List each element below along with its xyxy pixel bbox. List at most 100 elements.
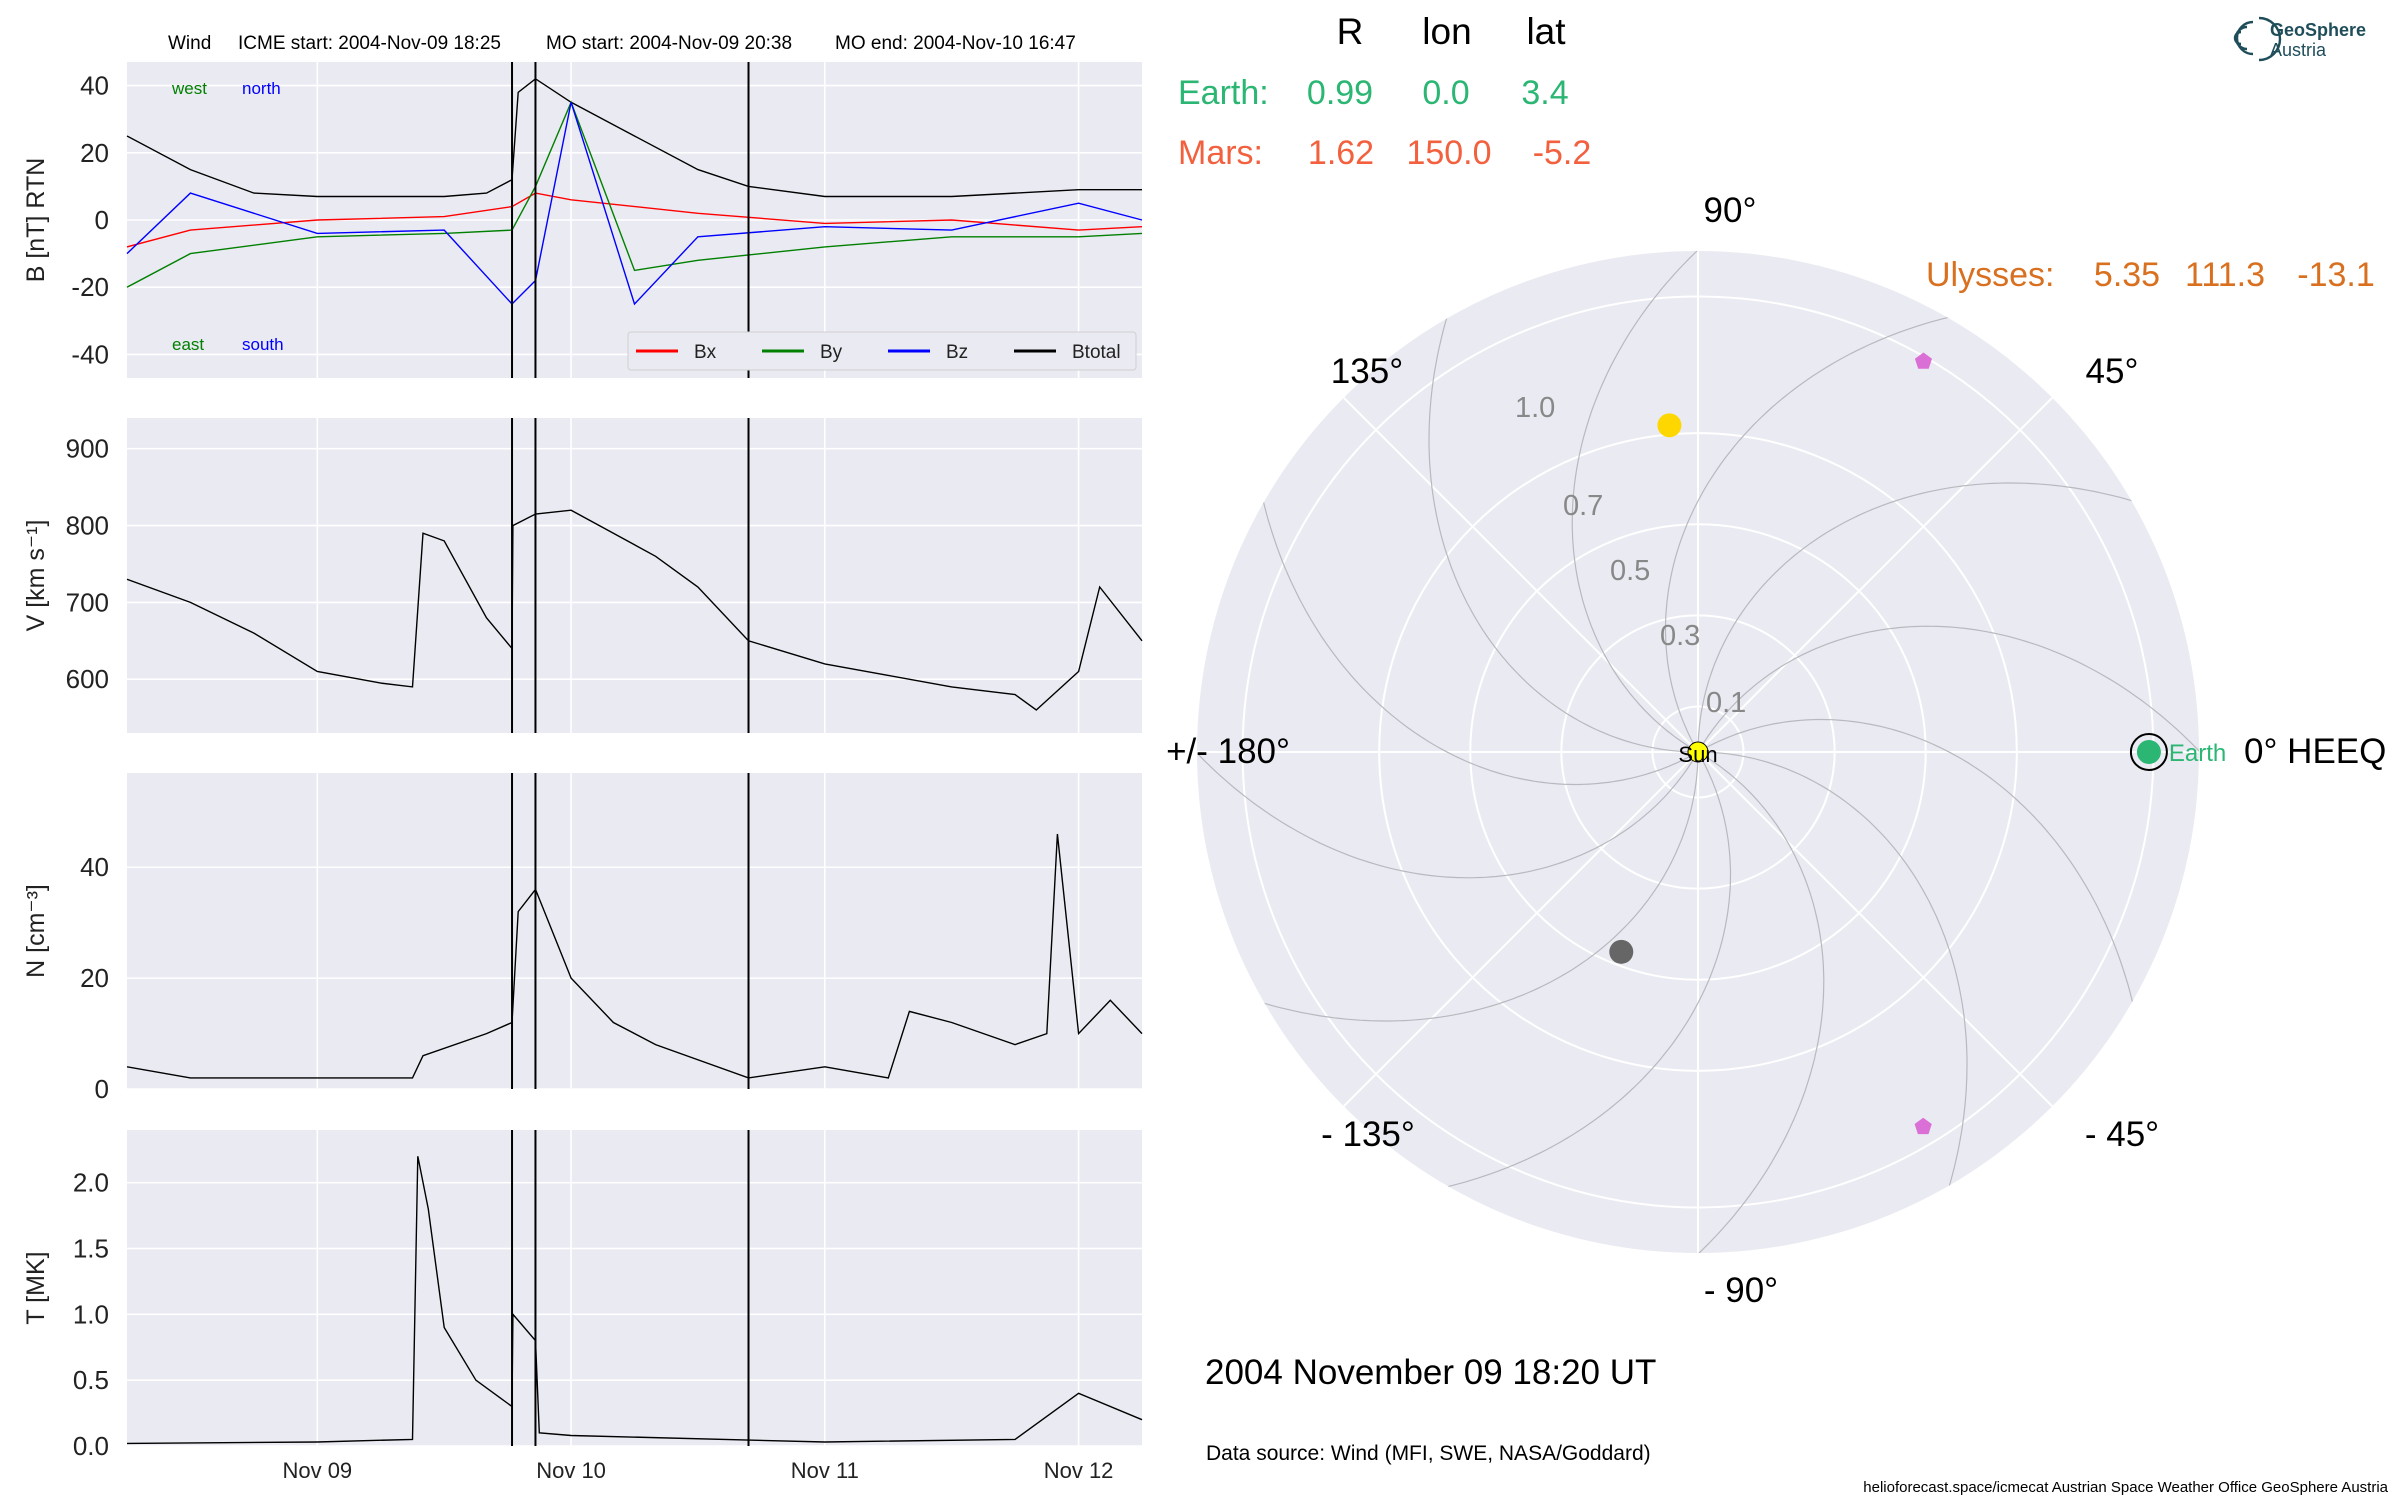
- mars-lat: -5.2: [1533, 134, 1592, 172]
- direction-annotation: west: [171, 79, 207, 98]
- mars-label: Mars:: [1178, 134, 1263, 172]
- probe-marker: [1914, 352, 1932, 369]
- ulysses-lon: 111.3: [2185, 256, 2265, 294]
- y-tick-label: 1.5: [73, 1234, 109, 1264]
- parker-spiral-line: [1347, 751, 1732, 1201]
- angle-label: 45°: [2086, 352, 2139, 391]
- logo-swirl-icon: [2233, 16, 2282, 62]
- header-mo-start: MO start: 2004-Nov-09 20:38: [546, 33, 792, 54]
- mars-r: 1.62: [1308, 134, 1374, 172]
- series-v: [126, 509, 1143, 711]
- planet-marker: [1609, 939, 1634, 964]
- y-tick-label: 2.0: [73, 1168, 109, 1198]
- panel-density: 0 20 40 N [cm⁻³]: [22, 773, 1143, 1104]
- y-tick-label: 1.0: [73, 1299, 109, 1329]
- angle-label: - 135°: [1321, 1115, 1415, 1154]
- sun-label: Sun: [1678, 742, 1717, 767]
- radial-tick-label: 0.5: [1610, 555, 1650, 587]
- parker-spiral-line: [1697, 718, 2147, 1103]
- column-header-r: R: [1337, 11, 1364, 52]
- timestamp: 2004 November 09 18:20 UT: [1205, 1353, 1656, 1392]
- angular-gridline: [1697, 751, 2053, 1107]
- header-icme-start: ICME start: 2004-Nov-09 18:25: [238, 33, 501, 54]
- column-header-lat: lat: [1526, 11, 1566, 52]
- y-tick-label: 20: [80, 963, 109, 993]
- y-axis-label: B [nT] RTN: [22, 158, 50, 283]
- panel-background: [127, 418, 1142, 733]
- radial-tick-label: 0.7: [1563, 490, 1603, 522]
- earth-label: Earth:: [1178, 74, 1269, 112]
- series-n: [126, 833, 1143, 1079]
- y-tick-label: 800: [66, 511, 109, 541]
- radial-tick-label: 0.3: [1660, 620, 1700, 652]
- angle-label: - 90°: [1704, 1271, 1778, 1310]
- y-tick-label: 0: [95, 1074, 109, 1104]
- parker-spiral-line: [1571, 251, 1778, 753]
- angle-label: 0° HEEQ: [2244, 732, 2386, 771]
- angle-label: 90°: [1704, 191, 1757, 230]
- earth-marker: [2136, 740, 2161, 764]
- parker-spiral-line: [1697, 482, 2199, 752]
- angle-label: - 45°: [2085, 1115, 2159, 1154]
- y-axis-label: T [MK]: [22, 1251, 50, 1324]
- sun-marker: [1687, 741, 1709, 763]
- radial-tick-label: 0.1: [1706, 687, 1746, 719]
- earth-r: 0.99: [1307, 74, 1373, 112]
- header-spacecraft: Wind: [168, 33, 211, 54]
- direction-annotation: east: [172, 335, 204, 354]
- parker-spiral-line: [1664, 303, 2049, 753]
- direction-annotation: north: [242, 79, 281, 98]
- y-tick-label: 700: [66, 587, 109, 617]
- series-bx: [126, 192, 1143, 248]
- radial-tick-label: 1.0: [1515, 392, 1555, 424]
- parker-spiral-line: [1698, 751, 1968, 1253]
- y-tick-label: 600: [66, 664, 109, 694]
- data-source: Data source: Wind (MFI, SWE, NASA/Goddar…: [1206, 1442, 1651, 1465]
- logo-line1: GeoSphere: [2270, 20, 2366, 40]
- direction-annotation: south: [242, 335, 284, 354]
- footer-credits: helioforecast.space/icmecat Austrian Spa…: [1863, 1479, 2388, 1496]
- parker-spiral-line: [1197, 752, 1699, 1022]
- angular-gridline: [1343, 397, 1699, 753]
- earth-label: Earth: [2169, 740, 2226, 767]
- planet-marker: [1657, 413, 1682, 438]
- ulysses-r: 5.35: [2094, 256, 2160, 294]
- y-tick-label: 0: [95, 205, 109, 235]
- legend-entry: By: [820, 342, 843, 363]
- panel-speed: 600 700 800 900 V [km s⁻¹]: [22, 418, 1143, 733]
- parker-spiral-line: [1697, 625, 2199, 832]
- legend-entry: Bz: [946, 342, 968, 363]
- y-tick-label: 40: [80, 71, 109, 101]
- ulysses-lat: -13.1: [2297, 256, 2375, 294]
- parker-spirals: [1197, 251, 2199, 1253]
- x-tick-label: Nov 11: [791, 1458, 859, 1483]
- angle-label: 135°: [1331, 352, 1403, 391]
- y-tick-label: 0.0: [73, 1431, 109, 1461]
- parker-spiral-line: [1249, 401, 1699, 786]
- angular-gridline: [1697, 397, 2053, 753]
- y-axis-label: V [km s⁻¹]: [22, 520, 50, 632]
- earth-lon: 0.0: [1422, 74, 1469, 112]
- panel-background: [127, 773, 1142, 1089]
- y-tick-label: 900: [66, 434, 109, 464]
- positions-table: R lon lat Earth: 0.99 0.0 3.4 Mars: 1.62…: [1178, 11, 2375, 294]
- mars-lon: 150.0: [1406, 134, 1491, 172]
- header-mo-end: MO end: 2004-Nov-10 16:47: [835, 33, 1076, 54]
- legend-entry: Btotal: [1072, 342, 1121, 363]
- parker-spiral-line: [1428, 251, 1698, 753]
- angular-gridline: [1343, 751, 1699, 1107]
- x-tick-label: Nov 09: [282, 1458, 352, 1483]
- x-tick-label: Nov 10: [536, 1458, 606, 1483]
- panel-temperature: 0.0 0.5 1.0 1.5 2.0 T [MK]: [22, 1130, 1143, 1461]
- y-tick-label: 40: [80, 852, 109, 882]
- legend: Bx By Bz Btotal: [627, 331, 1137, 371]
- y-axis-label: N [cm⁻³]: [22, 884, 50, 978]
- y-tick-label: 0.5: [73, 1365, 109, 1395]
- angle-label: +/- 180°: [1166, 732, 1290, 771]
- legend-entry: Bx: [694, 342, 717, 363]
- parker-spiral-line: [1197, 672, 1699, 879]
- x-tick-label: Nov 12: [1044, 1458, 1114, 1483]
- y-tick-label: 20: [80, 138, 109, 168]
- geosphere-logo: GeoSphere Austria: [2233, 16, 2366, 62]
